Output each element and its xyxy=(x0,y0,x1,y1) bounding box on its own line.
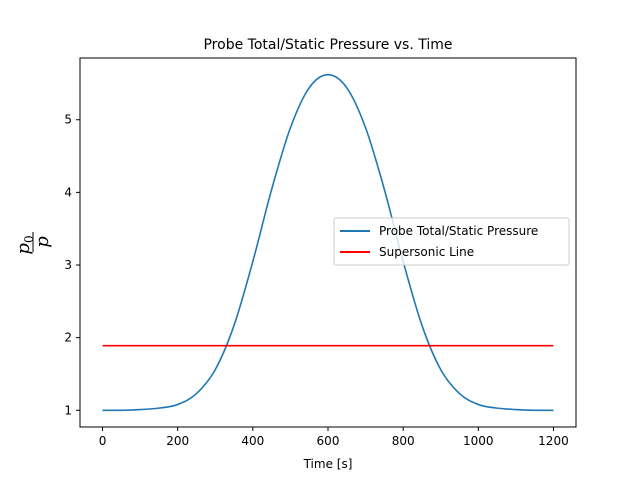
legend-label-probe: Probe Total/Static Pressure xyxy=(379,224,538,238)
y-axis-label-numerator: p0 xyxy=(13,235,36,254)
series-line-probe-pressure xyxy=(102,73,554,412)
x-tick-label: 0 xyxy=(99,434,107,448)
x-tick-label: 600 xyxy=(317,434,340,448)
y-axis-label-denominator: p xyxy=(32,236,53,248)
x-tick-label: 400 xyxy=(241,434,264,448)
y-tick-label: 5 xyxy=(64,113,72,127)
y-tick-label: 1 xyxy=(64,403,72,417)
x-tick-label: 800 xyxy=(392,434,415,448)
x-axis: 0 200 400 600 800 1000 1200 xyxy=(99,427,569,448)
x-tick-label: 200 xyxy=(166,434,189,448)
legend-box xyxy=(333,217,570,266)
y-axis-label: p0 p xyxy=(13,232,53,255)
y-tick-label: 2 xyxy=(64,331,72,345)
x-tick-label: 1200 xyxy=(538,434,569,448)
legend-label-supersonic: Supersonic Line xyxy=(379,245,474,259)
x-axis-label: Time [s] xyxy=(303,457,353,471)
x-tick-label: 1000 xyxy=(463,434,494,448)
y-tick-label: 4 xyxy=(64,185,72,199)
legend: Probe Total/Static Pressure Supersonic L… xyxy=(333,217,570,266)
plot-area xyxy=(102,73,554,412)
y-tick-label: 3 xyxy=(64,258,72,272)
chart-title: Probe Total/Static Pressure vs. Time xyxy=(203,37,452,53)
y-axis-label-subscript: 0 xyxy=(22,235,36,243)
y-axis: 1 2 3 4 5 xyxy=(64,113,80,417)
